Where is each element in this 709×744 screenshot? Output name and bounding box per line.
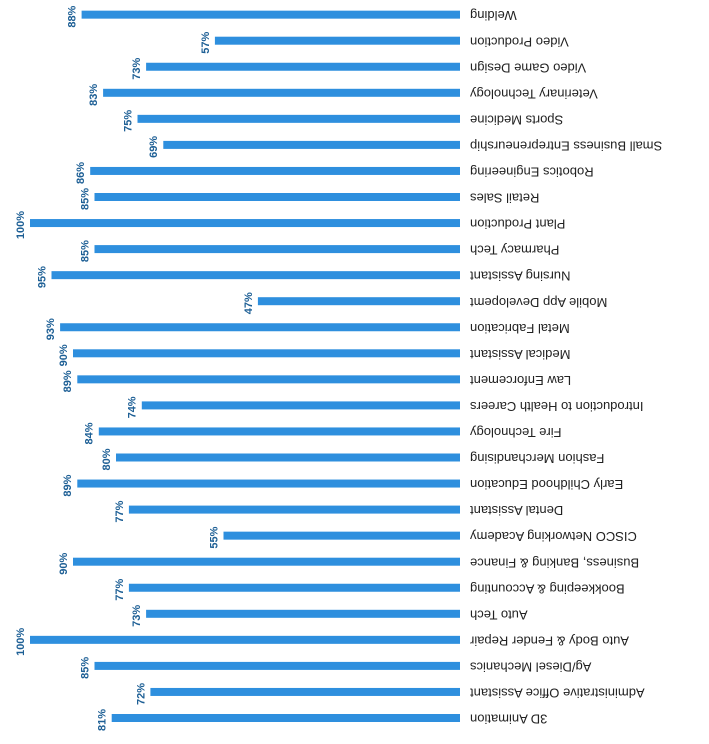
bar [128,505,460,514]
category-label: Plant Production [470,217,565,232]
value-label: 100% [15,211,27,239]
bar [94,661,460,670]
category-label: Law Enforcement [470,373,572,388]
category-label: Bookkeeping & Accounting [470,581,625,596]
value-label: 81% [97,709,109,731]
bar [30,219,460,228]
bar [223,531,460,540]
category-label: 3D Animation [470,712,547,727]
value-label: 80% [101,448,113,470]
bar [94,193,460,201]
category-label: Robotics Engineering [470,165,594,180]
category-label: Small Business Entrepreneurship [470,138,662,153]
bar [98,427,460,436]
bar [116,453,460,462]
category-label: CISCO Networking Academy [470,529,637,544]
value-label: 84% [84,422,96,444]
category-label: Sports Medicine [470,112,563,127]
category-label: Welding [470,8,517,23]
category-label: Fire Technology [470,425,562,440]
category-label: Fashion Merchandising [470,451,604,466]
bar [214,36,460,45]
category-label: Medical Assistant [470,347,571,362]
bar [60,323,460,332]
value-label: 75% [122,110,134,132]
bar [128,583,460,592]
category-label: Mobile App Developemt [470,295,608,310]
category-label: Nursing Assistant [470,269,571,284]
value-label: 89% [62,474,74,496]
bar [73,349,460,358]
value-label: 100% [15,628,27,656]
category-label: Business, Banking & Finance [470,555,639,570]
value-label: 77% [114,500,126,522]
category-label: Auto Body & Fender Repair [469,633,629,648]
category-label: Video Game Design [470,60,586,75]
value-label: 90% [58,344,70,366]
value-label: 69% [148,136,160,158]
value-label: 85% [79,657,91,679]
category-label: Dental Assistant [470,503,564,518]
value-label: 55% [208,526,220,548]
bar [81,10,460,19]
value-label: 83% [88,84,100,106]
bar [141,401,460,410]
value-label: 77% [114,579,126,601]
category-label: Video Production [470,34,569,49]
bar [111,714,460,722]
value-label: 73% [131,58,143,80]
bar [146,609,460,618]
value-label: 73% [131,605,143,627]
category-label: Introduction to Health Careers [470,399,644,414]
bar [77,375,460,384]
bar [146,62,460,71]
bar [30,635,460,644]
category-label: Administrative Office Assistant [470,686,645,701]
category-label: Retail Sales [470,191,540,206]
category-label: Early Childhood Education [470,477,623,492]
category-label: Metal Fabrication [470,321,570,336]
category-label: Auto Tech [470,607,528,622]
bar [257,297,460,306]
value-label: 93% [45,318,57,340]
category-label: Ag/Diesel Mechanics [470,659,592,674]
value-label: 85% [79,240,91,262]
bar [51,271,460,280]
bar [73,557,460,566]
bar [150,687,460,696]
value-label: 95% [36,266,48,288]
bar [137,114,460,123]
value-label: 57% [200,31,212,53]
category-label: Pharmacy Tech [470,243,559,258]
bar [77,479,460,488]
bar [103,88,460,97]
value-label: 86% [75,162,87,184]
value-label: 85% [79,188,91,210]
category-label: Veterinary Technology [470,86,598,101]
value-label: 74% [127,396,139,418]
bar [94,245,460,254]
bar [163,140,460,149]
value-label: 72% [135,683,147,705]
value-label: 90% [58,552,70,574]
value-label: 88% [67,5,79,27]
bar [90,166,460,175]
value-label: 47% [243,292,255,314]
value-label: 89% [62,370,74,392]
